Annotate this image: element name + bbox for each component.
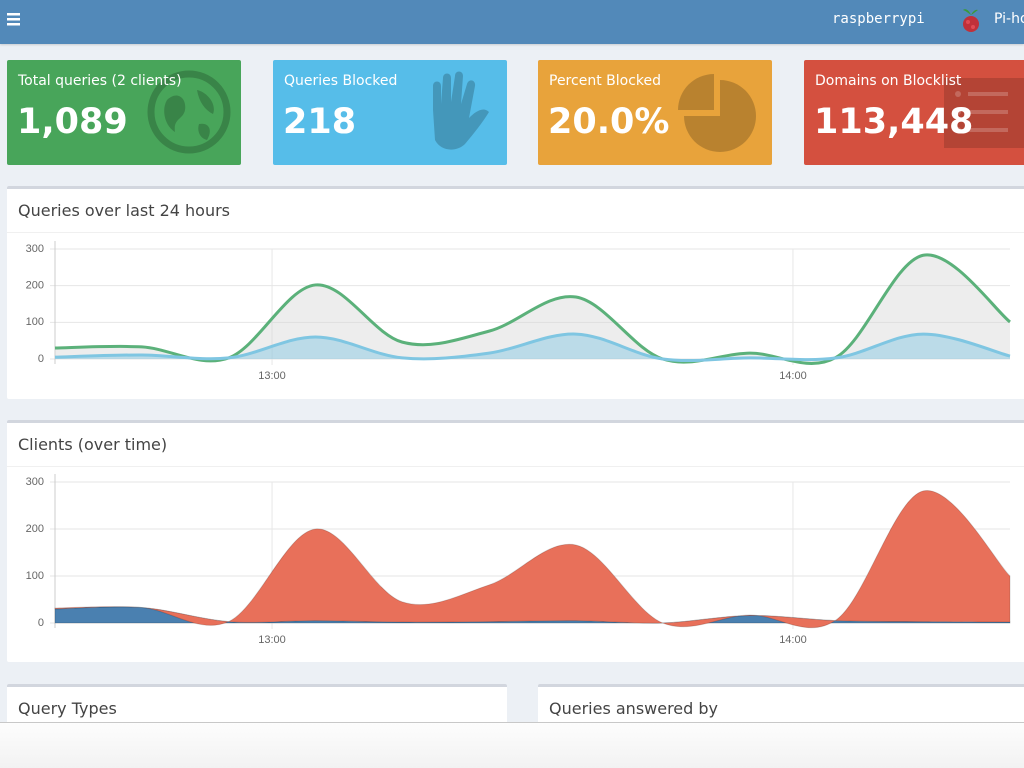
x-tick-label: 13:00 — [258, 634, 286, 646]
panel-title: Query Types — [18, 699, 117, 718]
y-tick-label: 200 — [26, 523, 44, 535]
pie-icon — [678, 74, 756, 152]
globe-icon — [147, 70, 231, 154]
area — [55, 254, 1010, 364]
y-tick-label: 200 — [26, 280, 44, 292]
stat-box: Queries Blocked 218 — [273, 60, 507, 165]
stat-value: 218 — [283, 102, 357, 142]
hostname: raspberrypi — [832, 11, 925, 27]
stat-label: Percent Blocked — [549, 73, 661, 89]
stat-box: Percent Blocked 20.0% — [538, 60, 772, 165]
stat-label: Domains on Blocklist — [815, 73, 962, 89]
top-bar: raspberrypi Pi-ho — [0, 0, 1024, 44]
panel-title: Clients (over time) — [18, 435, 168, 454]
y-tick-label: 300 — [26, 476, 44, 488]
divider — [7, 466, 1024, 467]
stat-label: Queries Blocked — [284, 73, 398, 89]
y-tick-label: 100 — [26, 570, 44, 582]
panel-title: Queries over last 24 hours — [18, 201, 231, 220]
x-tick-label: 14:00 — [779, 634, 807, 646]
stat-box: Total queries (2 clients) 1,089 — [7, 60, 241, 165]
hand-icon — [433, 71, 489, 150]
browser-toolbar — [0, 722, 1024, 768]
stat-value: 1,089 — [17, 102, 128, 142]
brand: Pi-ho — [994, 11, 1024, 27]
x-tick-label: 14:00 — [779, 370, 807, 382]
divider — [7, 232, 1024, 233]
line — [54, 332, 1011, 363]
charts: 0 100 200 300 13:00 14:00 0 100 200 300 13:00 14:00 — [26, 241, 1011, 646]
stat-value: 113,448 — [814, 102, 974, 142]
stat-value: 20.0% — [548, 102, 670, 142]
pihole-logo — [963, 9, 979, 32]
y-tick-label: 100 — [26, 316, 44, 328]
y-tick-label: 0 — [38, 353, 44, 365]
menu-icon[interactable] — [7, 13, 21, 26]
x-tick-label: 13:00 — [258, 370, 286, 382]
panel-title: Queries answered by — [549, 699, 719, 718]
stat-box: Domains on Blocklist 113,448 — [804, 60, 1024, 165]
queries-panel: Queries over last 24 hours — [7, 186, 1024, 399]
y-tick-label: 0 — [38, 617, 44, 629]
y-tick-label: 300 — [26, 243, 44, 255]
stat-label: Total queries (2 clients) — [18, 73, 182, 89]
stacked-area — [54, 490, 1011, 629]
list-icon — [944, 78, 1024, 148]
